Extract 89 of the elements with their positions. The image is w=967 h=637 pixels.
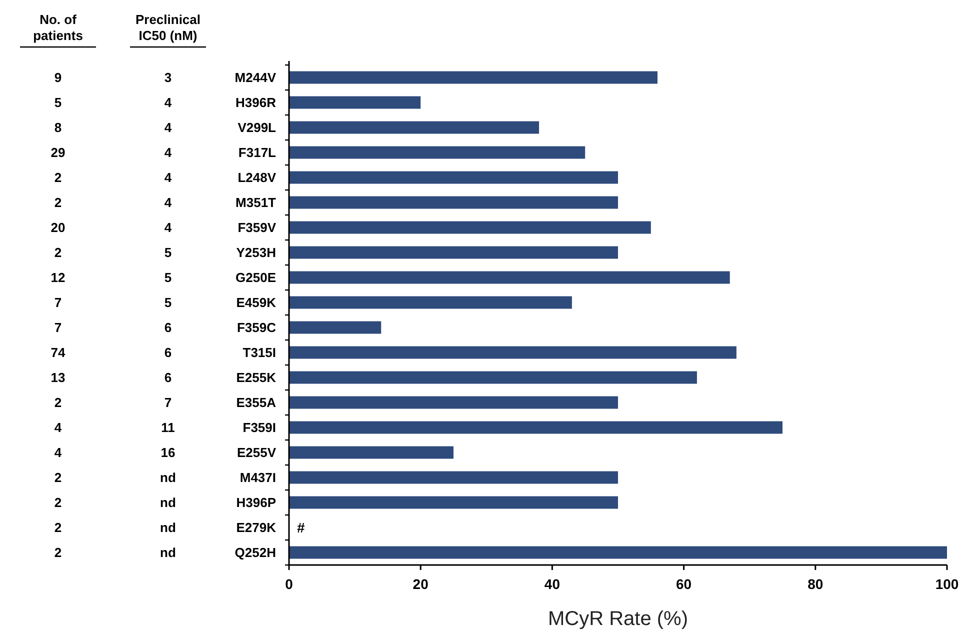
bar (289, 446, 454, 459)
text: 6 (164, 320, 172, 336)
text: 5 (164, 270, 172, 286)
text: 3 (164, 70, 172, 86)
bar (289, 271, 730, 284)
y-tick-label: M244V (234, 70, 276, 86)
x-tick-label: 20 (412, 576, 429, 592)
text: 4 (164, 120, 172, 136)
x-tick-label: 100 (935, 576, 959, 592)
text: nd (160, 495, 176, 510)
y-tick-label: F317L (238, 145, 276, 160)
x-tick-label: 40 (544, 576, 560, 592)
annotation: # (297, 519, 305, 536)
text: 2 (54, 195, 62, 210)
text: nd (160, 520, 176, 536)
x-axis-title: MCyR Rate (%) (548, 608, 688, 630)
text: 6 (164, 345, 172, 360)
text: 4 (164, 95, 172, 110)
bar (289, 471, 618, 484)
y-tick-label: Y253H (236, 245, 276, 260)
text: 2 (54, 245, 62, 260)
bar (289, 96, 421, 109)
text: 4 (54, 445, 62, 460)
text: 4 (164, 195, 172, 210)
bar (289, 146, 586, 159)
y-tick-label: T315I (242, 345, 276, 360)
y-tick-label: G250E (236, 270, 276, 286)
y-tick-label: Q252H (234, 545, 276, 560)
y-tick-label: F359V (238, 220, 276, 236)
bar (289, 396, 618, 409)
bar (289, 546, 947, 559)
text: 5 (164, 245, 172, 260)
text: 4 (164, 170, 172, 186)
bar (289, 121, 540, 134)
bar (289, 421, 782, 434)
text: 5 (164, 295, 172, 310)
text: 6 (164, 370, 172, 386)
bar (289, 221, 651, 234)
text: 2 (54, 395, 62, 410)
text: 2 (54, 545, 62, 560)
bar (289, 71, 658, 84)
y-tick-label: H396R (236, 95, 277, 110)
y-tick-label: E255K (236, 370, 277, 386)
text: Preclinical IC50 (nM) (135, 12, 201, 43)
text: 2 (54, 495, 62, 510)
bar (289, 296, 572, 309)
y-tick-label: H396P (236, 495, 276, 510)
text: 16 (160, 445, 176, 460)
text: 20 (50, 220, 66, 236)
x-tick-label: 80 (808, 576, 824, 592)
text: 29 (50, 145, 66, 160)
y-tick-label: M351T (236, 195, 276, 210)
y-tick-label: E255V (236, 445, 276, 460)
text: 7 (54, 320, 62, 336)
bar (289, 171, 618, 184)
text: 11 (161, 420, 175, 436)
x-tick-label: 60 (676, 576, 692, 592)
bar (289, 246, 618, 259)
y-tick-label: M437I (240, 470, 276, 486)
text: 2 (54, 170, 62, 186)
text: 9 (54, 70, 62, 86)
x-tick-label: 0 (285, 576, 294, 592)
text: 7 (54, 295, 62, 310)
text: 4 (164, 220, 172, 236)
text: 4 (54, 420, 62, 436)
y-tick-label: F359I (242, 420, 276, 436)
y-tick-label: E459K (236, 295, 277, 310)
text: 12 (50, 270, 66, 286)
text: 7 (164, 395, 172, 410)
text: 74 (50, 345, 66, 360)
bar (289, 371, 697, 384)
text: No. of patients (33, 12, 83, 43)
y-tick-label: L248V (238, 170, 276, 186)
y-tick-label: F359C (236, 320, 277, 336)
y-tick-label: V299L (238, 120, 276, 136)
bar (289, 321, 382, 334)
text: nd (160, 545, 176, 560)
bar (289, 496, 618, 509)
text: 8 (54, 120, 62, 136)
bar (289, 196, 618, 209)
text: nd (160, 470, 176, 486)
text: 2 (54, 470, 62, 486)
text: 13 (50, 370, 66, 386)
y-tick-label: E355A (236, 395, 277, 410)
y-tick-label: E279K (236, 520, 277, 536)
text: 2 (54, 520, 62, 536)
text: 5 (54, 95, 62, 110)
bar (289, 346, 736, 359)
text: 4 (164, 145, 172, 160)
